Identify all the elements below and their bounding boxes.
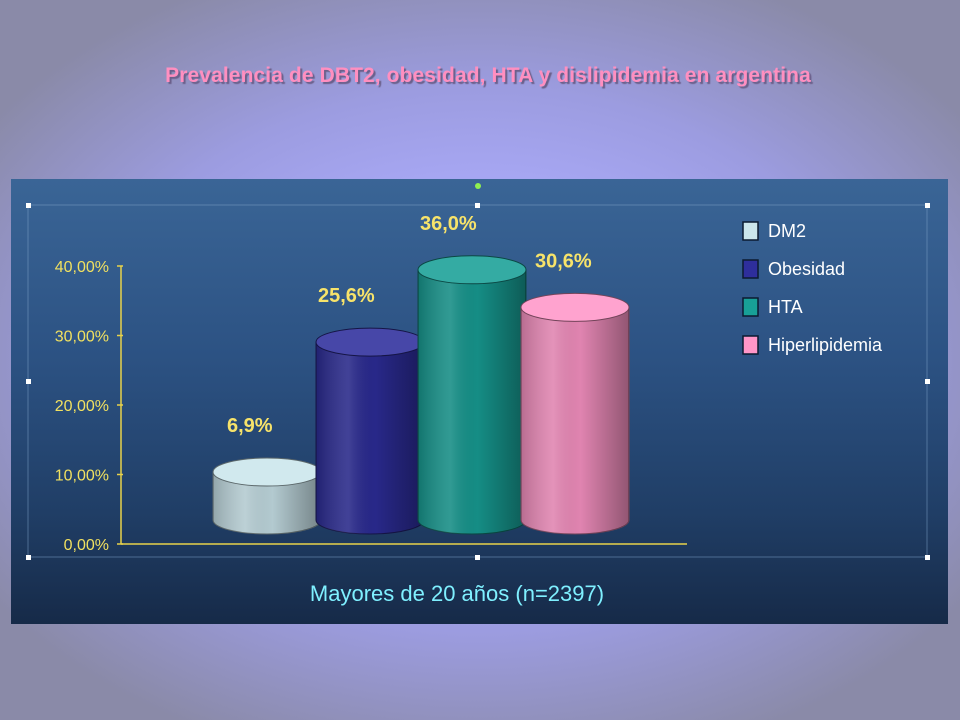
- bar-shading: [521, 307, 629, 534]
- selection-handle: [26, 555, 31, 560]
- selection-handle: [925, 379, 930, 384]
- y-tick-label: 10,00%: [55, 468, 109, 485]
- legend-label: Hiperlipidemia: [768, 335, 883, 355]
- y-tick-label: 30,00%: [55, 329, 109, 346]
- bar-top: [212, 457, 322, 487]
- chart: 0,00% 10,00% 20,00% 30,00% 40,00% 6,9% 25,6% 3…: [26, 183, 930, 606]
- legend-label: Obesidad: [768, 259, 845, 279]
- data-label: 36,0%: [420, 213, 477, 235]
- y-tick-label: 40,00%: [55, 259, 109, 276]
- selection-handle: [475, 203, 480, 208]
- legend-swatch: [742, 335, 759, 355]
- x-axis-label: Mayores de 20 años (n=2397): [310, 581, 604, 606]
- selection-handle: [925, 555, 930, 560]
- selection-handle: [26, 203, 31, 208]
- data-label: 6,9%: [227, 415, 273, 437]
- data-label: 30,6%: [535, 250, 592, 272]
- bar-top: [315, 327, 425, 357]
- selection-handles: [26, 183, 930, 560]
- legend-swatch: [742, 259, 759, 279]
- y-tick-label: 0,00%: [64, 537, 109, 554]
- legend-swatch: [742, 297, 759, 317]
- selection-handle: [925, 203, 930, 208]
- selection-handle: [475, 555, 480, 560]
- slide-title: Prevalencia de DBT2, obesidad, HTA y dis…: [165, 64, 811, 87]
- selection-handle: [26, 379, 31, 384]
- bar-shading: [316, 342, 424, 534]
- legend-label: HTA: [768, 297, 803, 317]
- bar-top: [520, 292, 630, 322]
- y-tick-label: 20,00%: [55, 398, 109, 415]
- bar-top: [417, 255, 527, 285]
- bar-shading: [213, 472, 321, 534]
- chart-panel: 0,00% 10,00% 20,00% 30,00% 40,00% 6,9% 25,6% 3…: [11, 179, 948, 624]
- data-label: 25,6%: [318, 285, 375, 307]
- rotation-handle: [475, 183, 481, 189]
- legend-label: DM2: [768, 221, 806, 241]
- bar-shading: [418, 269, 526, 534]
- legend-swatch: [742, 221, 759, 241]
